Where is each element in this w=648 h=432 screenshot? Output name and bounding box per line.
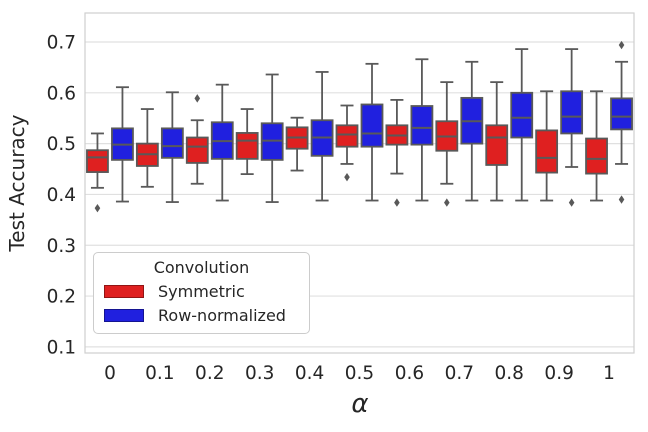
y-tick-label: 0.4 <box>47 185 76 206</box>
row-normalized-box <box>610 97 633 131</box>
row-normalized-box <box>510 91 534 139</box>
y-tick-label: 0.5 <box>47 134 76 155</box>
x-tick-label: 0.3 <box>245 363 274 384</box>
outlier-marker <box>618 195 625 204</box>
outlier-marker <box>618 40 625 50</box>
symmetric-box <box>86 149 109 173</box>
x-tick-label: 0.2 <box>195 363 224 384</box>
y-tick-label: 0.1 <box>47 337 76 358</box>
legend-title: Convolution <box>153 258 250 277</box>
legend-item-label: Symmetric <box>158 282 245 301</box>
x-tick-label: 0.7 <box>445 363 474 384</box>
x-tick-label: 1 <box>603 363 615 384</box>
y-axis-label: Test Accuracy <box>5 114 29 252</box>
row-normalized-box <box>260 122 284 161</box>
symmetric-box <box>335 124 359 148</box>
x-axis-label: α <box>351 389 369 419</box>
outlier-marker <box>568 198 575 207</box>
row-normalized-box <box>560 90 584 135</box>
outlier-marker <box>194 94 201 103</box>
y-tick-label: 0.2 <box>47 287 76 308</box>
row-normalized-box <box>410 105 434 146</box>
legend: Convolution Symmetric Row-normalized <box>93 252 310 334</box>
row-normalized-box <box>360 103 384 148</box>
y-tick-label: 0.6 <box>47 83 76 104</box>
x-tick-label: 0 <box>104 363 116 384</box>
symmetric-box <box>535 129 559 174</box>
outlier-marker <box>94 203 101 213</box>
legend-item-row-normalized: Row-normalized <box>104 306 299 325</box>
x-tick-label: 0.6 <box>395 363 424 384</box>
legend-item-label: Row-normalized <box>158 306 286 325</box>
outlier-marker <box>444 198 450 207</box>
outlier-marker <box>344 172 350 182</box>
x-tick-label: 0.4 <box>295 363 324 384</box>
symmetric-box <box>235 132 259 160</box>
y-tick-label: 0.3 <box>47 236 76 257</box>
symmetric-box <box>185 136 209 164</box>
x-tick-label: 0.5 <box>345 363 374 384</box>
plot-border <box>84 12 635 354</box>
symmetric-swatch-icon <box>104 285 144 298</box>
row-normalized-box <box>160 127 184 159</box>
x-tick-label: 0.1 <box>145 363 174 384</box>
outlier-marker <box>394 198 400 207</box>
row-normalized-swatch-icon <box>104 309 144 322</box>
symmetric-box <box>585 137 608 175</box>
symmetric-box <box>485 124 509 166</box>
x-tick-label: 0.8 <box>495 363 524 384</box>
x-tick-label: 0.9 <box>544 363 573 384</box>
y-tick-label: 0.7 <box>47 32 76 53</box>
legend-item-symmetric: Symmetric <box>104 282 299 301</box>
